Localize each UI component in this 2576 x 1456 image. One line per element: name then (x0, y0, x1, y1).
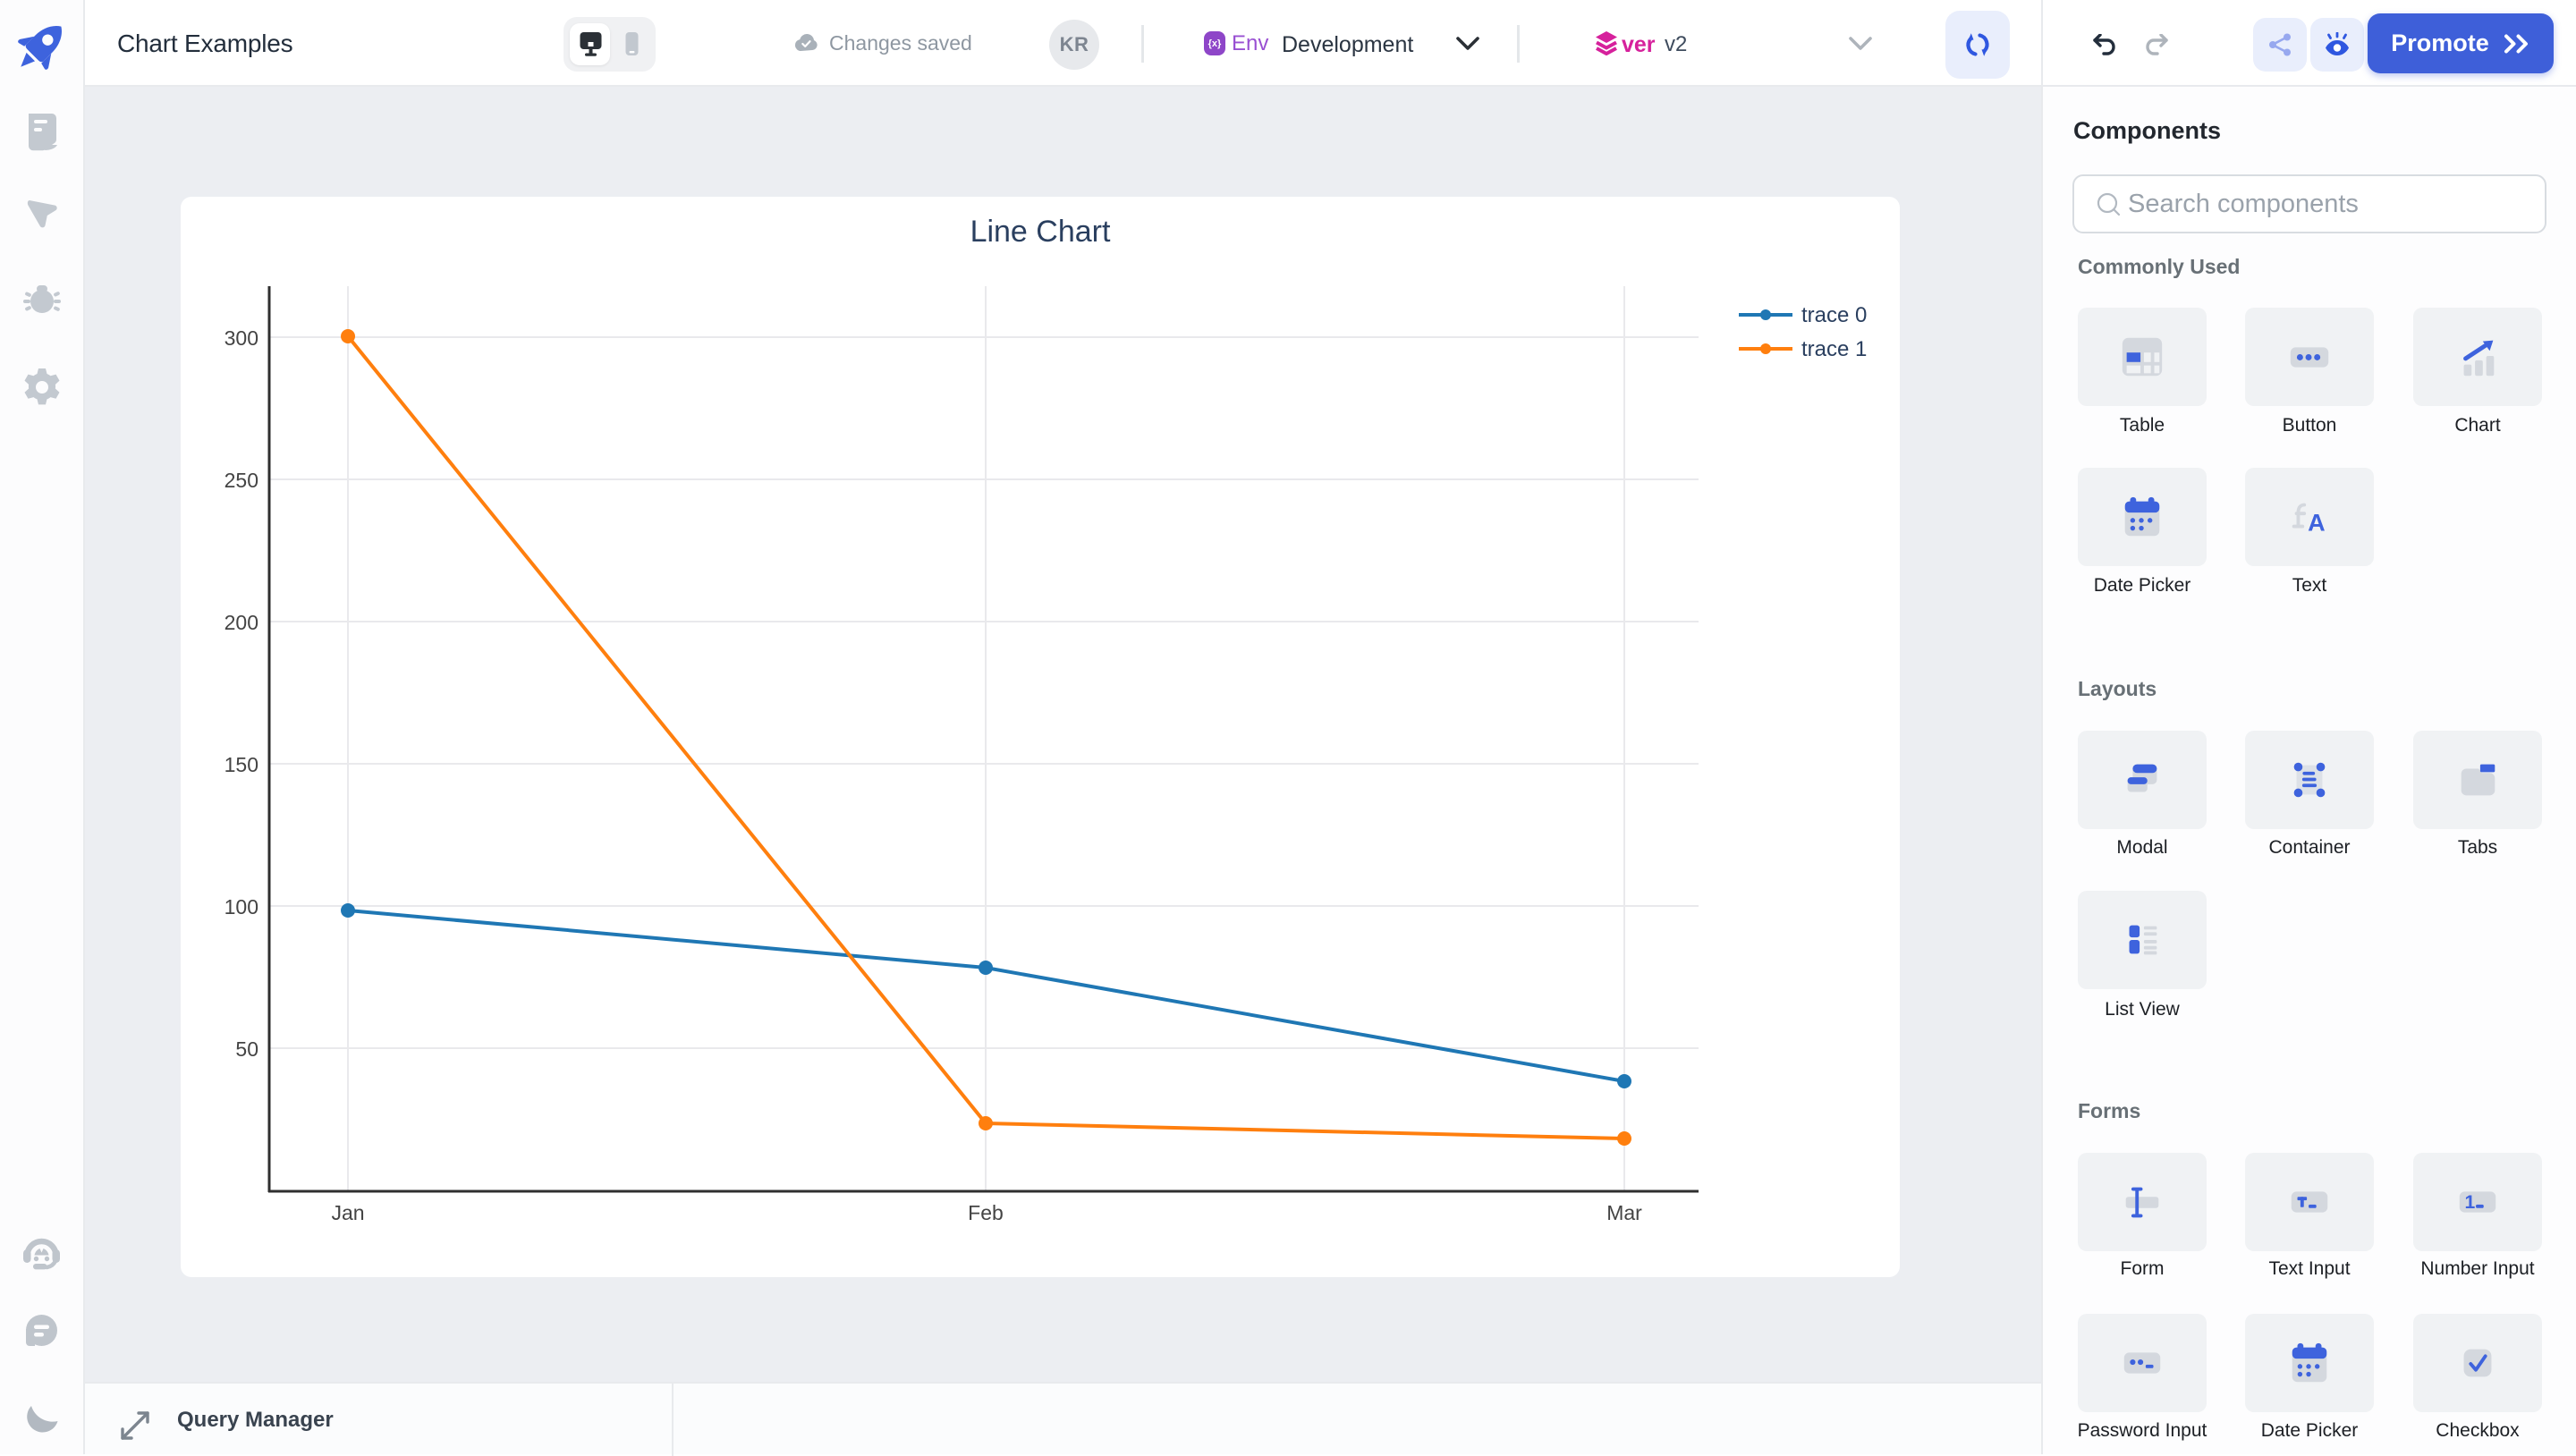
svg-text:Jan: Jan (331, 1201, 364, 1224)
svg-text:150: 150 (225, 753, 258, 776)
svg-text:50: 50 (235, 1037, 258, 1061)
svg-text:1: 1 (2465, 1192, 2476, 1213)
svg-text:250: 250 (225, 469, 258, 492)
svg-text:Line Chart: Line Chart (970, 215, 1111, 249)
svg-text:100: 100 (225, 895, 258, 918)
svg-text:trace 0: trace 0 (1801, 303, 1867, 327)
svg-text:Mar: Mar (1606, 1201, 1642, 1224)
svg-text:Feb: Feb (968, 1201, 1004, 1224)
svg-text:trace 1: trace 1 (1801, 337, 1867, 361)
svg-text:200: 200 (225, 611, 258, 634)
svg-text:300: 300 (225, 326, 258, 350)
svg-text:A: A (2308, 509, 2326, 536)
